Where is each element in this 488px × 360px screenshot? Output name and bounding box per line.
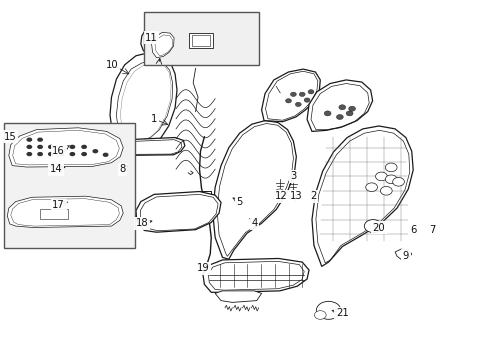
Circle shape xyxy=(102,153,108,157)
Polygon shape xyxy=(261,69,320,122)
Circle shape xyxy=(336,114,343,120)
Circle shape xyxy=(385,175,396,184)
Polygon shape xyxy=(394,249,411,260)
Text: 4: 4 xyxy=(251,218,257,228)
Polygon shape xyxy=(212,121,296,259)
Text: 14: 14 xyxy=(50,164,62,174)
Text: 17: 17 xyxy=(52,200,65,210)
Polygon shape xyxy=(9,128,123,167)
Polygon shape xyxy=(7,196,123,228)
Circle shape xyxy=(48,152,54,156)
Text: 20: 20 xyxy=(372,222,385,233)
Circle shape xyxy=(37,152,43,156)
Text: 5: 5 xyxy=(236,197,243,207)
Text: 16: 16 xyxy=(52,146,65,156)
Text: 11: 11 xyxy=(145,33,158,43)
Text: 2: 2 xyxy=(309,191,316,201)
Text: 1: 1 xyxy=(150,114,157,124)
Circle shape xyxy=(48,145,54,149)
Text: 15: 15 xyxy=(3,132,16,142)
Circle shape xyxy=(346,111,352,116)
Text: 8: 8 xyxy=(119,164,125,174)
Circle shape xyxy=(290,92,296,96)
Bar xyxy=(165,207,193,220)
Polygon shape xyxy=(106,138,184,156)
Circle shape xyxy=(299,92,305,96)
Circle shape xyxy=(26,138,32,142)
Text: 6: 6 xyxy=(409,225,416,235)
Circle shape xyxy=(295,102,301,107)
Circle shape xyxy=(26,145,32,149)
Circle shape xyxy=(274,189,284,196)
Circle shape xyxy=(316,301,340,319)
Circle shape xyxy=(37,145,43,149)
Circle shape xyxy=(307,90,313,94)
Circle shape xyxy=(81,145,87,149)
Text: 9: 9 xyxy=(402,251,408,261)
Circle shape xyxy=(380,186,391,195)
Text: 13: 13 xyxy=(289,191,302,201)
Polygon shape xyxy=(141,26,169,55)
Text: 18: 18 xyxy=(135,218,148,228)
Circle shape xyxy=(338,105,345,110)
Circle shape xyxy=(324,111,330,116)
Circle shape xyxy=(92,149,98,153)
Text: 7: 7 xyxy=(428,225,435,235)
Bar xyxy=(144,12,259,65)
Circle shape xyxy=(214,40,222,45)
Polygon shape xyxy=(136,192,221,232)
Circle shape xyxy=(392,177,404,186)
Circle shape xyxy=(285,99,291,103)
Circle shape xyxy=(81,152,87,156)
Circle shape xyxy=(69,145,75,149)
Circle shape xyxy=(26,152,32,156)
Bar xyxy=(192,35,209,46)
Circle shape xyxy=(96,230,104,236)
Polygon shape xyxy=(203,258,308,292)
Text: 19: 19 xyxy=(196,263,209,273)
Polygon shape xyxy=(306,80,372,131)
Circle shape xyxy=(348,106,355,111)
Polygon shape xyxy=(151,32,174,58)
Circle shape xyxy=(69,152,75,156)
Text: 21: 21 xyxy=(335,308,348,318)
Circle shape xyxy=(23,230,31,236)
Circle shape xyxy=(118,159,128,166)
Text: 12: 12 xyxy=(274,191,287,201)
Text: 3: 3 xyxy=(290,171,296,181)
Text: 10: 10 xyxy=(106,60,119,70)
Circle shape xyxy=(59,152,64,156)
Circle shape xyxy=(288,190,298,197)
Circle shape xyxy=(314,311,325,319)
Circle shape xyxy=(375,172,386,181)
Circle shape xyxy=(365,183,377,192)
Circle shape xyxy=(385,163,396,172)
Circle shape xyxy=(304,98,309,102)
Bar xyxy=(189,33,212,48)
Bar xyxy=(40,209,68,219)
Polygon shape xyxy=(110,52,177,145)
Circle shape xyxy=(37,138,43,142)
Polygon shape xyxy=(311,126,412,266)
Bar xyxy=(4,123,135,248)
Polygon shape xyxy=(215,291,261,302)
Circle shape xyxy=(364,220,381,233)
